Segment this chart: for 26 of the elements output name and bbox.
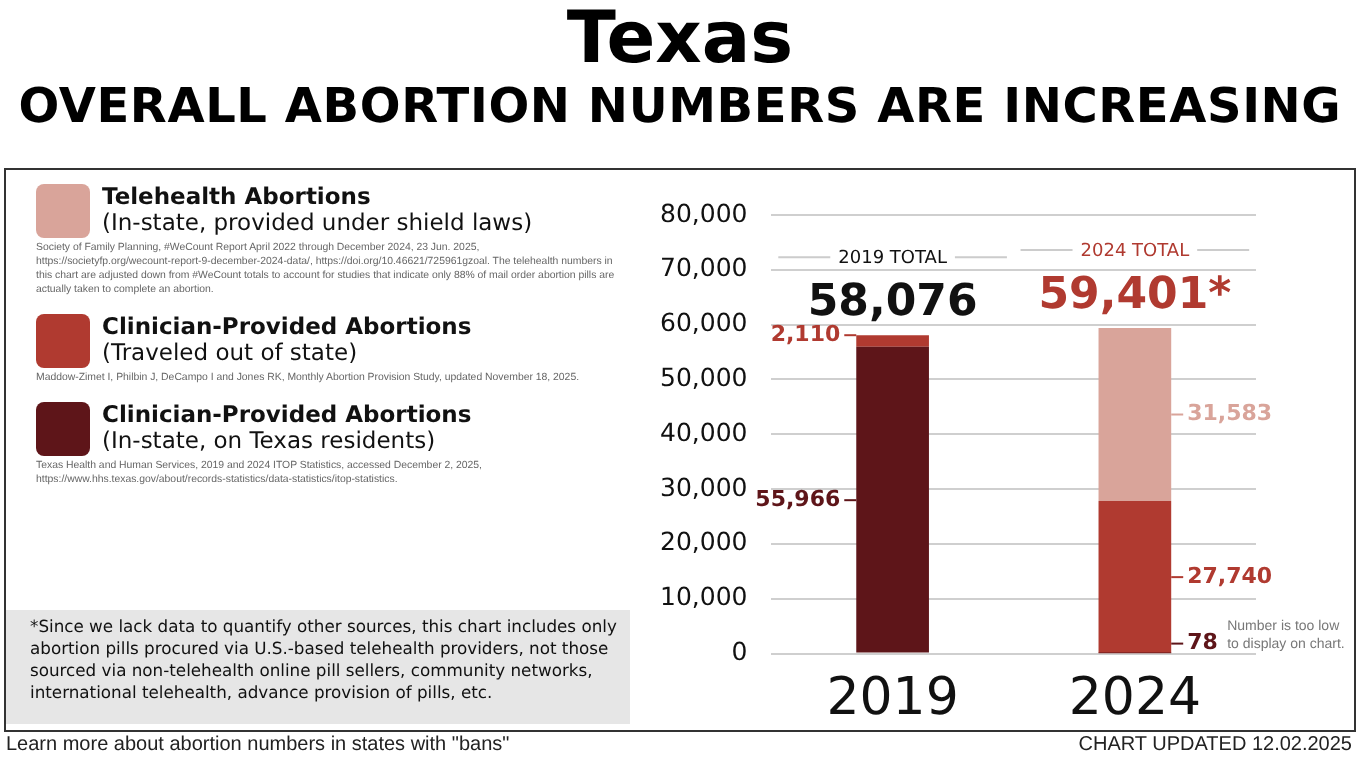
data-label: 55,966 [755,485,841,512]
y-tick-label: 80,000 [659,197,748,228]
legend-label: Clinician-Provided Abortions (Traveled out of state) [102,312,472,366]
y-tick-label: 40,000 [659,416,748,447]
y-tick-label: 20,000 [659,526,748,557]
y-tick-label: 60,000 [659,307,748,338]
y-tick-label: 0 [731,636,748,667]
legend-label: Telehealth Abortions (In-state, provided under shield laws) [102,182,533,236]
x-tick-label: 2019 [826,668,959,729]
y-tick-label: 30,000 [659,471,748,502]
text: Learn more about abortion numbers in states with "bans" [6,734,510,756]
chart-title: Texas [564,0,796,80]
y-tick-label: 10,000 [659,581,748,612]
y-tick-label: 50,000 [659,361,748,392]
total-label: 59,401* [1038,269,1233,320]
data-label: 31,583 [1187,400,1273,427]
y-tick-label: 70,000 [659,252,748,283]
annotation: 2019 TOTAL [838,249,947,270]
chart-subtitle: OVERALL ABORTION NUMBERS ARE INCREASING [16,76,1344,136]
annotation: 2024 TOTAL [1080,241,1190,262]
legend-label: Clinician-Provided Abortions (In-state, on Texas residents) [102,400,472,454]
text: CHART UPDATED 12.02.2025 [1078,734,1352,756]
data-label: 27,740 [1187,562,1273,589]
x-tick-label: 2024 [1068,668,1202,729]
text: *Since we lack data to quantify other sources, this chart includes only abortion pills procured via U.S.-based telehealth providers, not those sourced via non-telehealth online pill sellers, community networks, international telehealth, advance provision of pills, etc. [6,610,630,724]
data-label: 78 [1187,629,1218,656]
